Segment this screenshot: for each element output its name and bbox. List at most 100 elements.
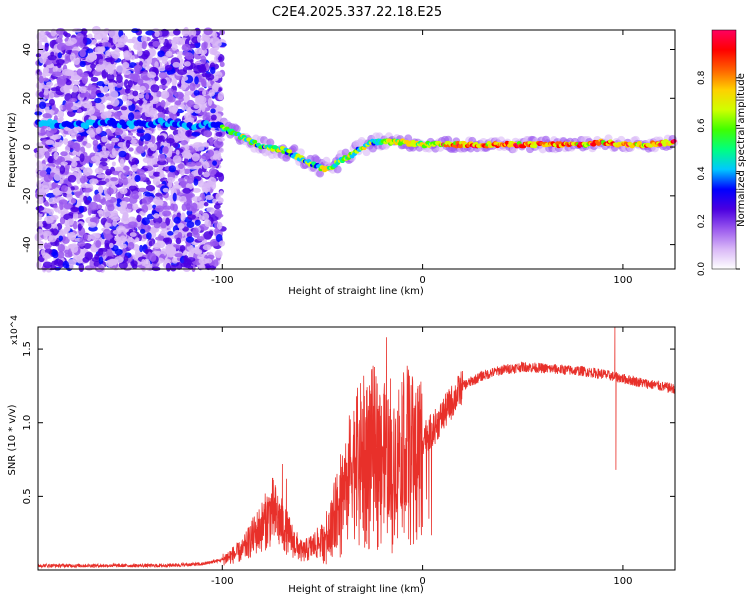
heatmap-cell bbox=[70, 244, 79, 254]
heatmap-cell bbox=[79, 153, 85, 163]
heatmap-cell bbox=[104, 150, 110, 156]
heatmap-cell bbox=[208, 177, 217, 185]
heatmap-cell bbox=[53, 172, 62, 181]
heatmap-cell bbox=[217, 137, 225, 142]
heatmap-cell bbox=[108, 67, 114, 75]
heatmap-cell bbox=[193, 104, 200, 109]
heatmap-cell bbox=[538, 145, 547, 154]
heatmap-cell bbox=[179, 58, 184, 66]
heatmap-cell bbox=[125, 139, 131, 149]
heatmap-cell bbox=[40, 127, 46, 136]
heatmap-cell bbox=[92, 39, 98, 46]
heatmap-cell bbox=[58, 235, 63, 242]
heatmap-cell bbox=[154, 31, 160, 38]
heatmap-cell bbox=[98, 180, 107, 186]
heatmap-cell bbox=[182, 187, 191, 194]
heatmap-cell bbox=[38, 91, 46, 98]
heatmap-cell bbox=[39, 101, 47, 110]
heatmap-cell bbox=[128, 147, 134, 152]
heatmap-cell bbox=[59, 201, 64, 211]
heatmap-cell bbox=[42, 220, 47, 226]
heatmap-cell bbox=[181, 104, 186, 111]
heatmap-cell bbox=[162, 205, 172, 211]
heatmap-cell bbox=[171, 77, 177, 87]
heatmap-cell bbox=[42, 261, 53, 269]
heatmap-cell bbox=[78, 263, 85, 273]
heatmap-cell bbox=[106, 104, 114, 110]
heatmap-cell bbox=[206, 265, 217, 270]
heatmap-cell bbox=[213, 203, 221, 210]
heatmap-cell bbox=[154, 236, 165, 241]
heatmap-cell bbox=[192, 188, 201, 193]
heatmap-cell bbox=[94, 134, 102, 140]
heatmap-cell bbox=[51, 182, 57, 190]
heatmap-cell bbox=[182, 94, 190, 103]
heatmap-cell bbox=[105, 195, 112, 201]
heatmap-cell bbox=[102, 36, 108, 42]
heatmap-cell bbox=[62, 68, 72, 76]
heatmap-cell bbox=[35, 261, 42, 269]
heatmap-cell bbox=[287, 149, 293, 154]
heatmap-cell bbox=[60, 151, 68, 157]
heatmap-cell bbox=[96, 174, 106, 179]
heatmap-cell bbox=[174, 252, 183, 258]
heatmap-cell bbox=[168, 74, 176, 79]
heatmap-cell bbox=[153, 171, 161, 177]
heatmap-cell bbox=[198, 215, 205, 221]
colorbar: 0.0 0.2 0.4 0.6 0.8 Normalized spectral ampl… bbox=[697, 29, 747, 276]
heatmap-cell bbox=[208, 167, 217, 176]
heatmap-cell bbox=[191, 131, 201, 137]
heatmap-cell bbox=[148, 171, 154, 177]
heatmap-cell bbox=[83, 233, 89, 240]
heatmap-cell bbox=[52, 134, 62, 140]
heatmap-cell bbox=[79, 88, 87, 94]
heatmap-cell bbox=[88, 201, 99, 211]
y-tick-label: 1.0 bbox=[22, 415, 33, 431]
heatmap-cell bbox=[217, 56, 223, 61]
heatmap-cell bbox=[53, 204, 58, 209]
heatmap-cell bbox=[162, 146, 169, 155]
heatmap-cell bbox=[115, 43, 125, 48]
heatmap-cell bbox=[114, 248, 123, 256]
heatmap-cell bbox=[110, 177, 118, 182]
heatmap-cell bbox=[57, 117, 63, 124]
heatmap-cell bbox=[163, 258, 172, 264]
heatmap-cell bbox=[141, 258, 146, 266]
heatmap-cell bbox=[144, 89, 151, 94]
heatmap-cell bbox=[178, 177, 185, 183]
heatmap-cell bbox=[157, 159, 167, 166]
heatmap-cell bbox=[160, 222, 167, 229]
heatmap-cell bbox=[50, 51, 55, 57]
heatmap-cell bbox=[177, 69, 188, 75]
heatmap-cell bbox=[122, 177, 129, 186]
x-tick-label: -100 bbox=[211, 275, 234, 286]
heatmap-cell bbox=[186, 161, 197, 167]
heatmap-cell bbox=[119, 208, 130, 215]
heatmap-cell bbox=[290, 144, 299, 153]
heatmap-cell bbox=[202, 161, 210, 169]
heatmap-cell bbox=[60, 185, 68, 193]
heatmap-cell bbox=[122, 70, 131, 75]
heatmap-cell bbox=[174, 91, 185, 100]
heatmap-cell bbox=[204, 258, 213, 264]
heatmap-cell bbox=[37, 228, 44, 236]
heatmap-cell bbox=[42, 77, 50, 82]
heatmap-cell bbox=[111, 147, 116, 156]
snr-series-line bbox=[37, 326, 676, 569]
heatmap-cell bbox=[111, 216, 121, 222]
heatmap-cell bbox=[198, 111, 208, 116]
y-tick-label: 40 bbox=[22, 43, 33, 56]
heatmap-cell bbox=[185, 236, 195, 243]
colorbar-ticks: 0.0 0.2 0.4 0.6 0.8 bbox=[697, 70, 740, 276]
heatmap-cell bbox=[85, 142, 92, 149]
heatmap-cell bbox=[126, 38, 135, 44]
snr-x-ticks: -100 0 100 bbox=[211, 327, 632, 587]
heatmap-cell bbox=[35, 205, 45, 211]
heatmap-cell bbox=[126, 203, 134, 210]
heatmap-cell bbox=[43, 87, 49, 96]
spectrogram-frame bbox=[37, 29, 676, 270]
heatmap-cell bbox=[95, 126, 101, 134]
heatmap-cell bbox=[135, 237, 140, 242]
heatmap-cell bbox=[45, 139, 55, 145]
heatmap-cell bbox=[153, 222, 161, 229]
